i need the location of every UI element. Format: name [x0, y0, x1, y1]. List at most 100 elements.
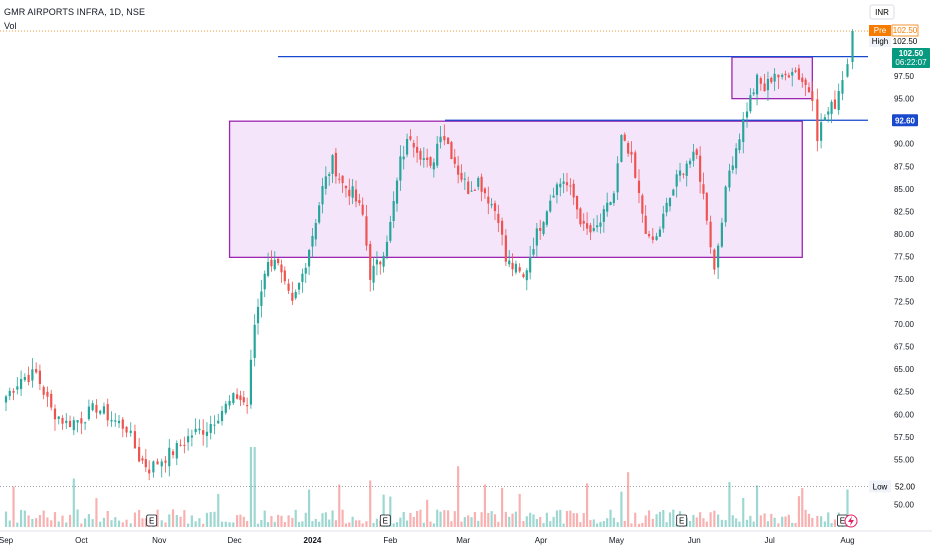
candle-body	[395, 180, 399, 204]
volume-bar	[791, 522, 794, 527]
last-price: 102.50	[899, 49, 924, 58]
candle-body	[379, 261, 382, 265]
volume-bar	[389, 496, 392, 527]
volume-bar	[699, 512, 702, 527]
candle-body	[436, 143, 439, 166]
volume-bar	[770, 513, 773, 527]
volume-bar	[717, 514, 720, 527]
candle-body	[582, 220, 585, 224]
candle-body	[678, 170, 682, 176]
candle-body	[23, 376, 26, 381]
candle-body	[283, 270, 286, 282]
volume-bar	[412, 516, 415, 527]
candle-body	[121, 419, 124, 429]
y-tick-label: 97.50	[894, 72, 915, 81]
candle-body	[467, 181, 470, 195]
volume-label: Vol	[4, 21, 17, 31]
candle-body	[773, 73, 776, 82]
x-tick-2024: 2024	[304, 536, 322, 545]
y-tick-label: 65.00	[894, 365, 915, 374]
volume-bar	[91, 519, 94, 527]
volume-bar	[602, 521, 605, 527]
volume-bar	[749, 515, 752, 527]
volume-bar	[224, 521, 227, 527]
horizontal-levels	[278, 55, 868, 121]
candle-body	[202, 430, 205, 435]
candle-body	[304, 267, 307, 274]
candle-body	[823, 117, 826, 121]
candle-body	[501, 220, 504, 235]
volume-bar	[187, 523, 190, 527]
volume-bar	[731, 515, 734, 527]
volume-bar	[68, 514, 72, 527]
candle-body	[493, 203, 497, 212]
x-tick-Oct: Oct	[75, 536, 88, 545]
candle-body	[164, 460, 167, 463]
volume-bar	[57, 521, 60, 527]
earnings-marker	[676, 514, 688, 527]
candle-body	[784, 73, 787, 76]
volume-bar	[175, 515, 178, 527]
candle-body	[351, 186, 354, 198]
candle-body	[596, 225, 599, 228]
volume-bar	[42, 510, 45, 527]
volume-bar	[572, 513, 575, 527]
volume-bar	[392, 523, 395, 527]
candle-body	[841, 80, 844, 94]
candle-body	[504, 235, 507, 262]
candle-body	[266, 261, 270, 276]
candle-body	[416, 146, 419, 153]
volume-bar	[480, 512, 483, 527]
zone-box-1	[228, 120, 803, 259]
volume-bar	[354, 520, 358, 527]
candle-body	[324, 176, 327, 189]
candle-body	[389, 221, 392, 241]
volume-bar	[419, 509, 422, 527]
volume-bar	[331, 510, 334, 527]
candle-body	[623, 134, 626, 141]
candle-body	[713, 249, 716, 270]
candle-body	[84, 422, 87, 424]
candle-body	[314, 222, 317, 240]
candle-body	[511, 262, 514, 270]
volume-bar	[117, 520, 121, 527]
candle-body	[50, 393, 53, 408]
volume-bar	[358, 520, 361, 527]
level-tag-text: 92.60	[895, 116, 916, 125]
candle-body	[724, 186, 727, 223]
candle-body	[672, 189, 675, 196]
volume-bar	[27, 515, 30, 527]
y-tick-label: 67.50	[894, 343, 915, 352]
candle-body	[129, 430, 132, 433]
candle-body	[168, 447, 171, 467]
volume-bar	[460, 521, 463, 527]
volume-bar	[416, 510, 419, 527]
volume-bar	[141, 518, 144, 527]
volume-bar	[409, 512, 412, 527]
volume-bar	[820, 516, 823, 527]
time-axis[interactable]: Sep Oct Nov Dec 2024 Feb Mar Apr May Jun Jul Aug	[0, 530, 932, 545]
candle-body	[616, 163, 619, 193]
candle-body	[385, 241, 389, 257]
candle-body	[419, 150, 422, 160]
candle-body	[692, 151, 695, 161]
volume-bar	[291, 517, 294, 527]
candle-body	[68, 420, 72, 428]
candle-body	[647, 234, 651, 237]
volume-bar	[514, 511, 518, 527]
candle-body	[846, 64, 849, 77]
volume-bar	[287, 515, 290, 527]
volume-bar	[539, 516, 542, 527]
volume-bar	[735, 518, 738, 527]
price-tags: 99.6692.60INRPre102.50High102.50102.5006…	[869, 4, 930, 493]
volume-bar	[242, 516, 245, 527]
price-axis[interactable]: 50.00 55.00 57.50 60.00 62.50 65.00 67.50 70.00…	[868, 0, 932, 550]
candle-body	[763, 83, 766, 92]
candle-body	[117, 420, 121, 424]
candle-body	[354, 189, 358, 202]
candle-body	[38, 370, 42, 384]
candle-body	[99, 410, 102, 414]
volume-bar	[545, 512, 548, 527]
candle-body	[529, 256, 532, 273]
